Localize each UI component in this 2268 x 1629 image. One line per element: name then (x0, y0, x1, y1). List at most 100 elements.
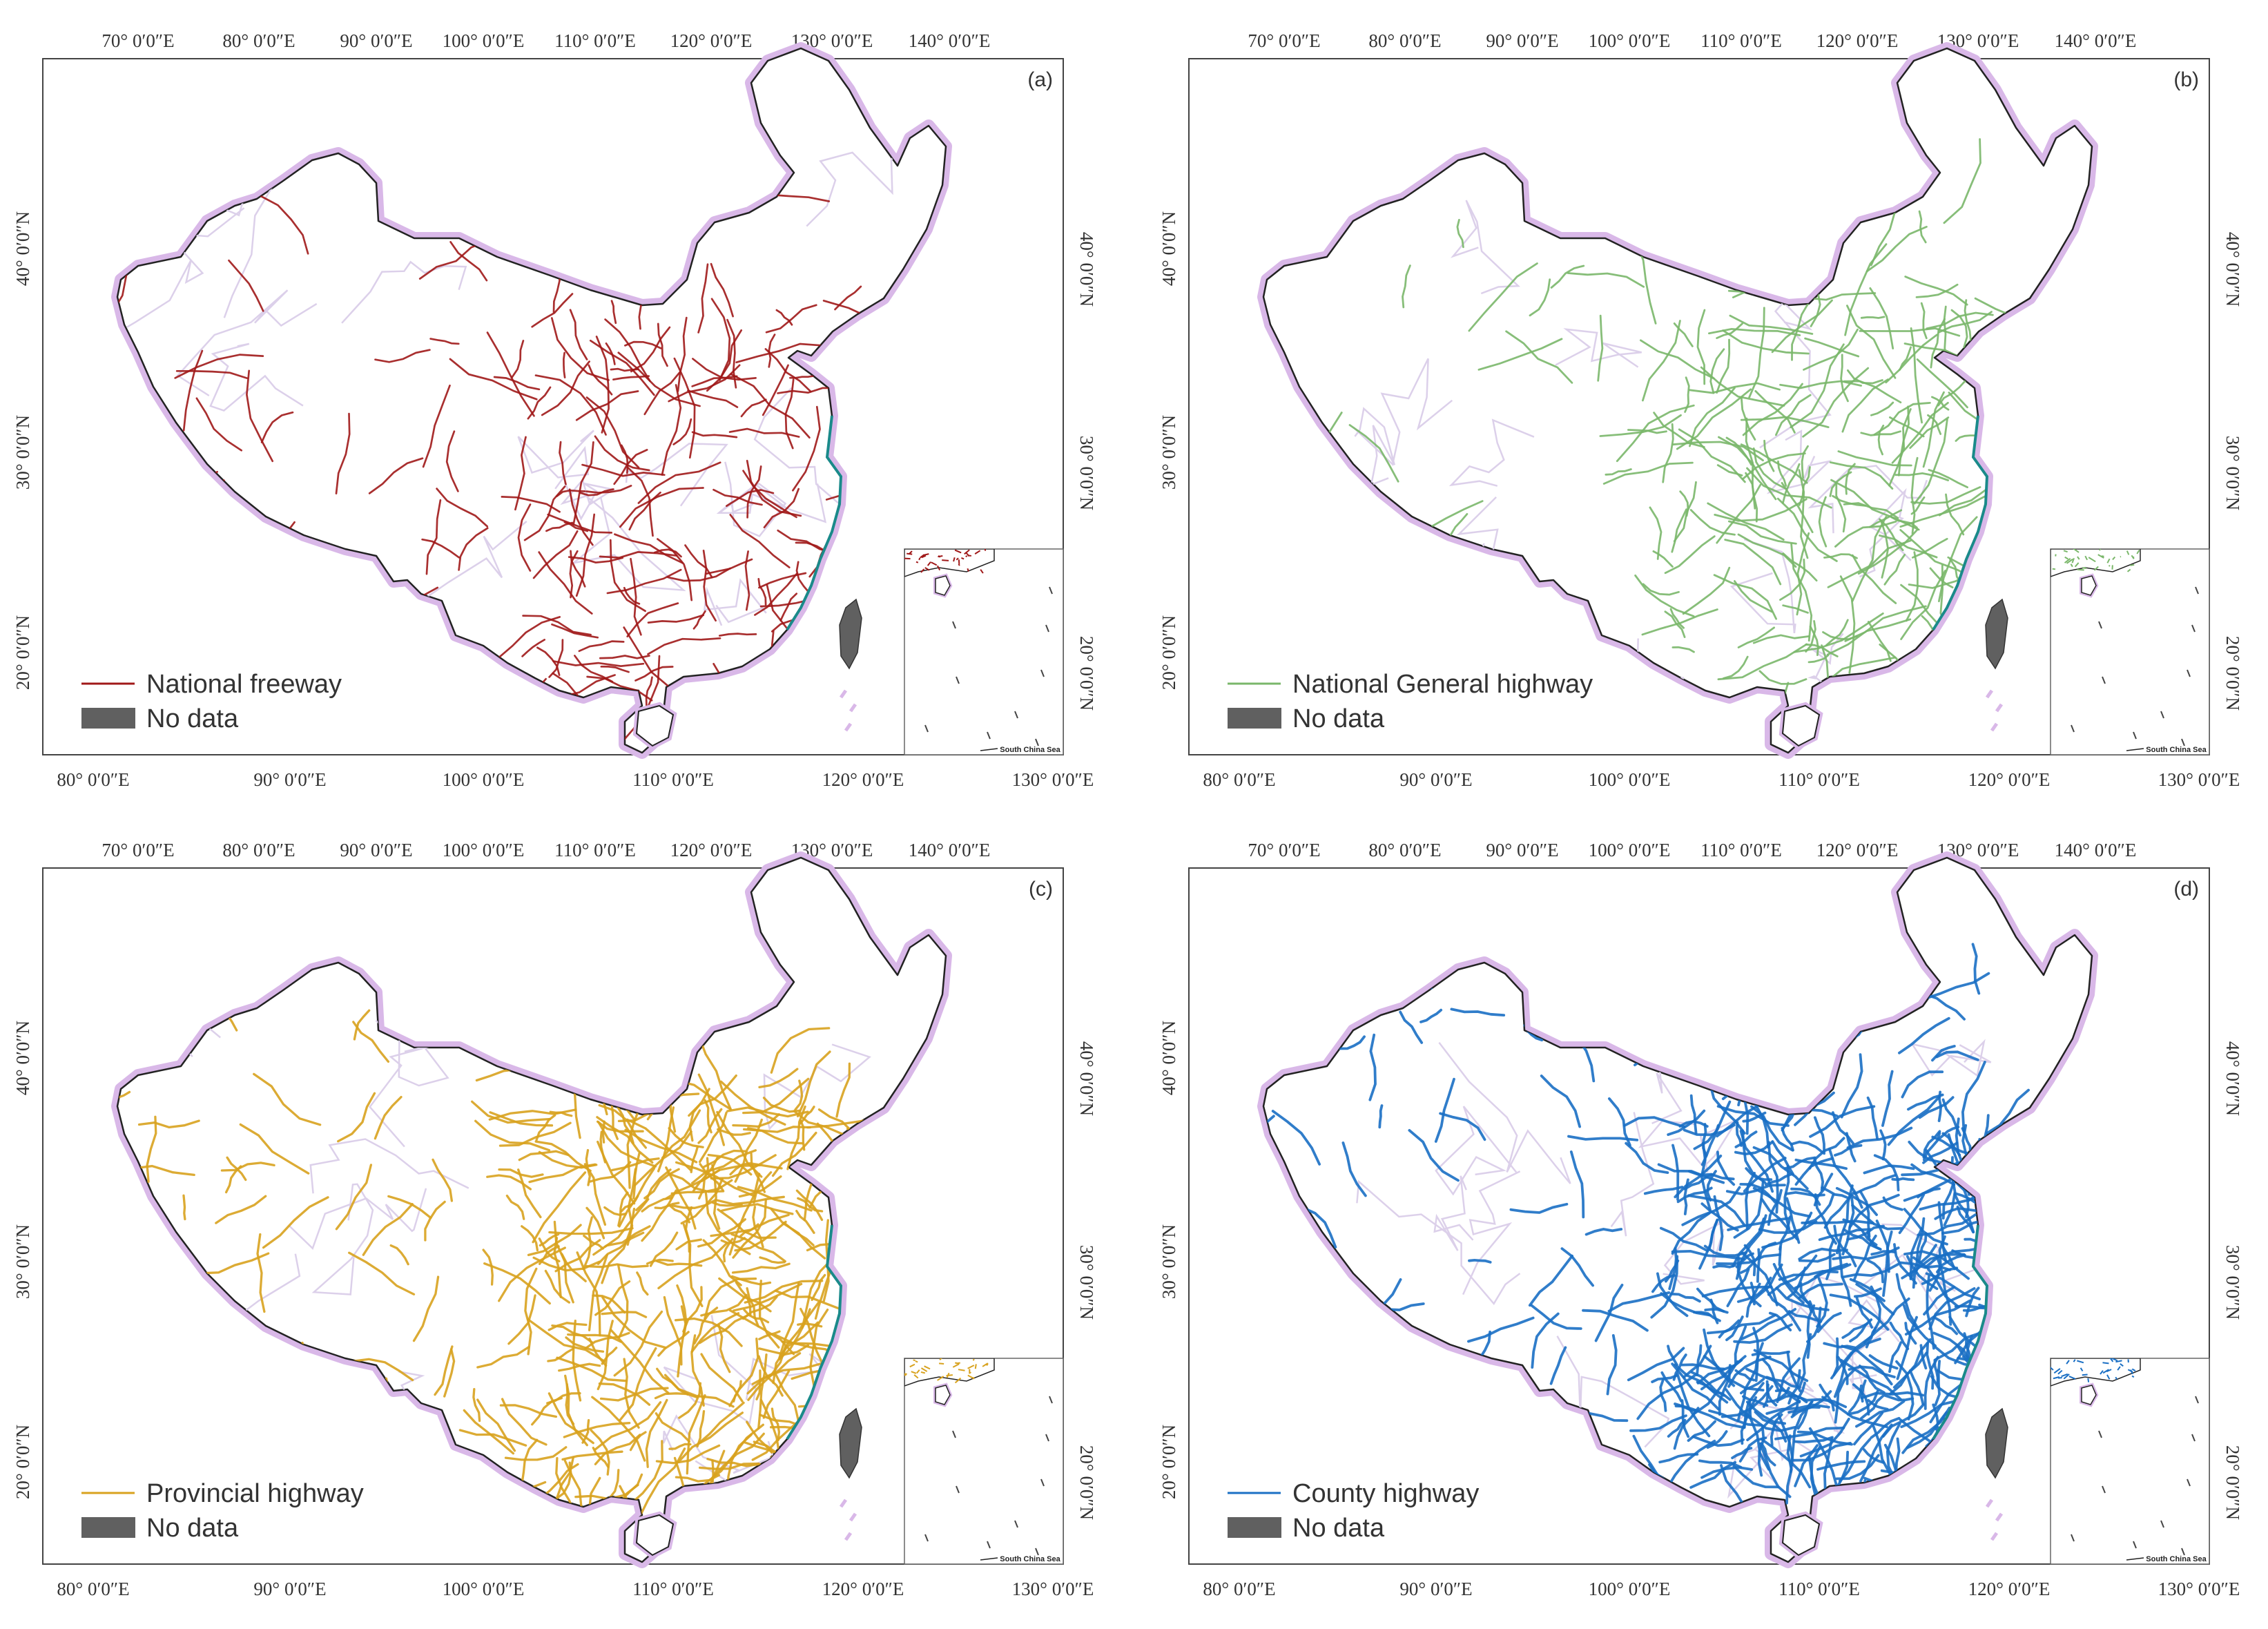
coastline (1932, 1224, 1989, 1440)
bottom-tick-label: 100° 0′0″E (443, 1579, 525, 1599)
right-tick-label: 40° 0′0″N (1076, 232, 1097, 307)
bottom-tick-label: 90° 0′0″E (1399, 1579, 1472, 1599)
legend-road-label: County highway (1292, 1479, 1479, 1508)
left-tick-label: 30° 0′0″N (12, 415, 33, 490)
road-lines (117, 957, 921, 1562)
bottom-tick-label: 110° 0′0″E (1778, 1579, 1860, 1599)
left-tick-label: 40° 0′0″N (1159, 211, 1179, 286)
legend-road-label: National General highway (1292, 670, 1593, 699)
right-tick-label: 40° 0′0″N (1076, 1041, 1097, 1116)
panel-label: (a) (1027, 68, 1053, 91)
legend-nodata-label: No data (146, 1514, 239, 1543)
taiwan-no-data (839, 598, 862, 670)
legend: National freeway No data (81, 670, 342, 733)
left-latitude-ticks: 40° 0′0″N 30° 0′0″N 20° 0′0″N (12, 1021, 33, 1499)
legend-road-label: Provincial highway (146, 1479, 364, 1508)
left-tick-label: 30° 0′0″N (12, 1224, 33, 1299)
taiwan-no-data (839, 1407, 862, 1479)
road-network (1263, 137, 2092, 749)
top-tick-label: 100° 0′0″E (443, 840, 525, 860)
top-tick-label: 70° 0′0″E (1248, 30, 1320, 51)
bottom-tick-label: 120° 0′0″E (1968, 769, 2051, 790)
left-tick-label: 20° 0′0″N (1159, 615, 1179, 690)
top-tick-label: 90° 0′0″E (1486, 840, 1558, 860)
right-tick-label: 30° 0′0″N (1076, 436, 1097, 510)
bottom-tick-label: 100° 0′0″E (1589, 769, 1671, 790)
bottom-tick-label: 110° 0′0″E (632, 769, 714, 790)
bottom-tick-label: 80° 0′0″E (57, 1579, 129, 1599)
map-panel-c: 70° 0′0″E 80° 0′0″E 90° 0′0″E 100° 0′0″E 110… (12, 840, 1097, 1599)
inset-frame (2050, 1358, 2210, 1565)
legend-nodata-label: No data (1292, 1514, 1385, 1543)
sea-islands (839, 689, 857, 732)
right-tick-label: 20° 0′0″N (2222, 1445, 2243, 1520)
bottom-tick-label: 80° 0′0″E (1203, 1579, 1275, 1599)
map-panel-a: 70° 0′0″E 80° 0′0″E 90° 0′0″E 100° 0′0″E 110… (12, 30, 1097, 790)
bottom-tick-label: 130° 0′0″E (2158, 769, 2240, 790)
right-latitude-ticks: 40° 0′0″N 30° 0′0″N 20° 0′0″N (1076, 1041, 1097, 1520)
right-tick-label: 30° 0′0″N (2222, 436, 2243, 510)
legend-nodata-swatch (1228, 1517, 1281, 1538)
top-tick-label: 90° 0′0″E (340, 30, 412, 51)
legend-nodata-swatch (1228, 708, 1281, 729)
right-tick-label: 40° 0′0″N (2222, 232, 2243, 307)
inset-caption: South China Sea (2146, 746, 2207, 754)
legend-nodata-label: No data (1292, 704, 1385, 733)
top-tick-label: 90° 0′0″E (1486, 30, 1558, 51)
hainan-island (1781, 704, 1821, 747)
hainan-island (635, 704, 675, 747)
coastline (786, 1224, 843, 1440)
right-latitude-ticks: 40° 0′0″N 30° 0′0″N 20° 0′0″N (1076, 232, 1097, 711)
bottom-tick-label: 130° 0′0″E (1012, 769, 1094, 790)
top-tick-label: 120° 0′0″E (670, 30, 753, 51)
right-latitude-ticks: 40° 0′0″N 30° 0′0″N 20° 0′0″N (2222, 232, 2243, 711)
coastline (1932, 415, 1989, 631)
panel-label: (d) (2173, 878, 2199, 900)
bottom-tick-label: 80° 0′0″E (57, 769, 129, 790)
south-china-sea-inset: South China Sea (2050, 548, 2210, 755)
right-latitude-ticks: 40° 0′0″N 30° 0′0″N 20° 0′0″N (2222, 1041, 2243, 1520)
top-tick-label: 110° 0′0″E (554, 840, 636, 860)
inset-caption: South China Sea (1000, 746, 1060, 754)
bottom-longitude-ticks: 80° 0′0″E 90° 0′0″E 100° 0′0″E 110° 0′0″E 12… (1203, 769, 2240, 790)
bottom-tick-label: 120° 0′0″E (822, 769, 904, 790)
top-longitude-ticks: 70° 0′0″E 80° 0′0″E 90° 0′0″E 100° 0′0″E 110… (101, 840, 990, 860)
bottom-longitude-ticks: 80° 0′0″E 90° 0′0″E 100° 0′0″E 110° 0′0″E 12… (57, 1579, 1094, 1599)
bottom-tick-label: 90° 0′0″E (1399, 769, 1472, 790)
right-tick-label: 20° 0′0″N (1076, 1445, 1097, 1520)
coastline (786, 415, 843, 631)
sea-islands (1985, 689, 2004, 732)
south-china-sea-inset: South China Sea (904, 548, 1064, 755)
top-longitude-ticks: 70° 0′0″E 80° 0′0″E 90° 0′0″E 100° 0′0″E 110… (1248, 840, 2136, 860)
legend: County highway No data (1228, 1479, 1479, 1543)
bottom-tick-label: 80° 0′0″E (1203, 769, 1275, 790)
left-tick-label: 20° 0′0″N (12, 615, 33, 690)
bottom-longitude-ticks: 80° 0′0″E 90° 0′0″E 100° 0′0″E 110° 0′0″E 12… (1203, 1579, 2240, 1599)
top-tick-label: 80° 0′0″E (1368, 840, 1441, 860)
south-china-sea-inset: South China Sea (904, 1358, 1064, 1565)
bottom-longitude-ticks: 80° 0′0″E 90° 0′0″E 100° 0′0″E 110° 0′0″E 12… (57, 769, 1094, 790)
top-tick-label: 140° 0′0″E (2055, 30, 2137, 51)
south-china-sea-inset: South China Sea (2050, 1358, 2210, 1565)
top-longitude-ticks: 70° 0′0″E 80° 0′0″E 90° 0′0″E 100° 0′0″E 110… (1248, 30, 2136, 51)
bottom-tick-label: 100° 0′0″E (443, 769, 525, 790)
top-tick-label: 140° 0′0″E (909, 30, 991, 51)
top-tick-label: 120° 0′0″E (1816, 30, 1899, 51)
top-tick-label: 100° 0′0″E (443, 30, 525, 51)
left-latitude-ticks: 40° 0′0″N 30° 0′0″N 20° 0′0″N (1159, 1021, 1179, 1499)
sea-islands (839, 1498, 857, 1541)
top-tick-label: 110° 0′0″E (1700, 30, 1782, 51)
taiwan-no-data (1985, 598, 2008, 670)
top-tick-label: 80° 0′0″E (1368, 30, 1441, 51)
map-panel-d: 70° 0′0″E 80° 0′0″E 90° 0′0″E 100° 0′0″E 110… (1159, 840, 2243, 1599)
left-tick-label: 40° 0′0″N (1159, 1021, 1179, 1095)
left-tick-label: 20° 0′0″N (12, 1425, 33, 1499)
panel-label: (c) (1029, 878, 1053, 900)
hainan-island (1781, 1514, 1821, 1556)
left-tick-label: 20° 0′0″N (1159, 1425, 1179, 1499)
map-panel-b: 70° 0′0″E 80° 0′0″E 90° 0′0″E 100° 0′0″E 110… (1159, 30, 2243, 790)
top-tick-label: 90° 0′0″E (340, 840, 412, 860)
inset-caption: South China Sea (1000, 1555, 1060, 1563)
panel-label: (b) (2173, 68, 2199, 91)
